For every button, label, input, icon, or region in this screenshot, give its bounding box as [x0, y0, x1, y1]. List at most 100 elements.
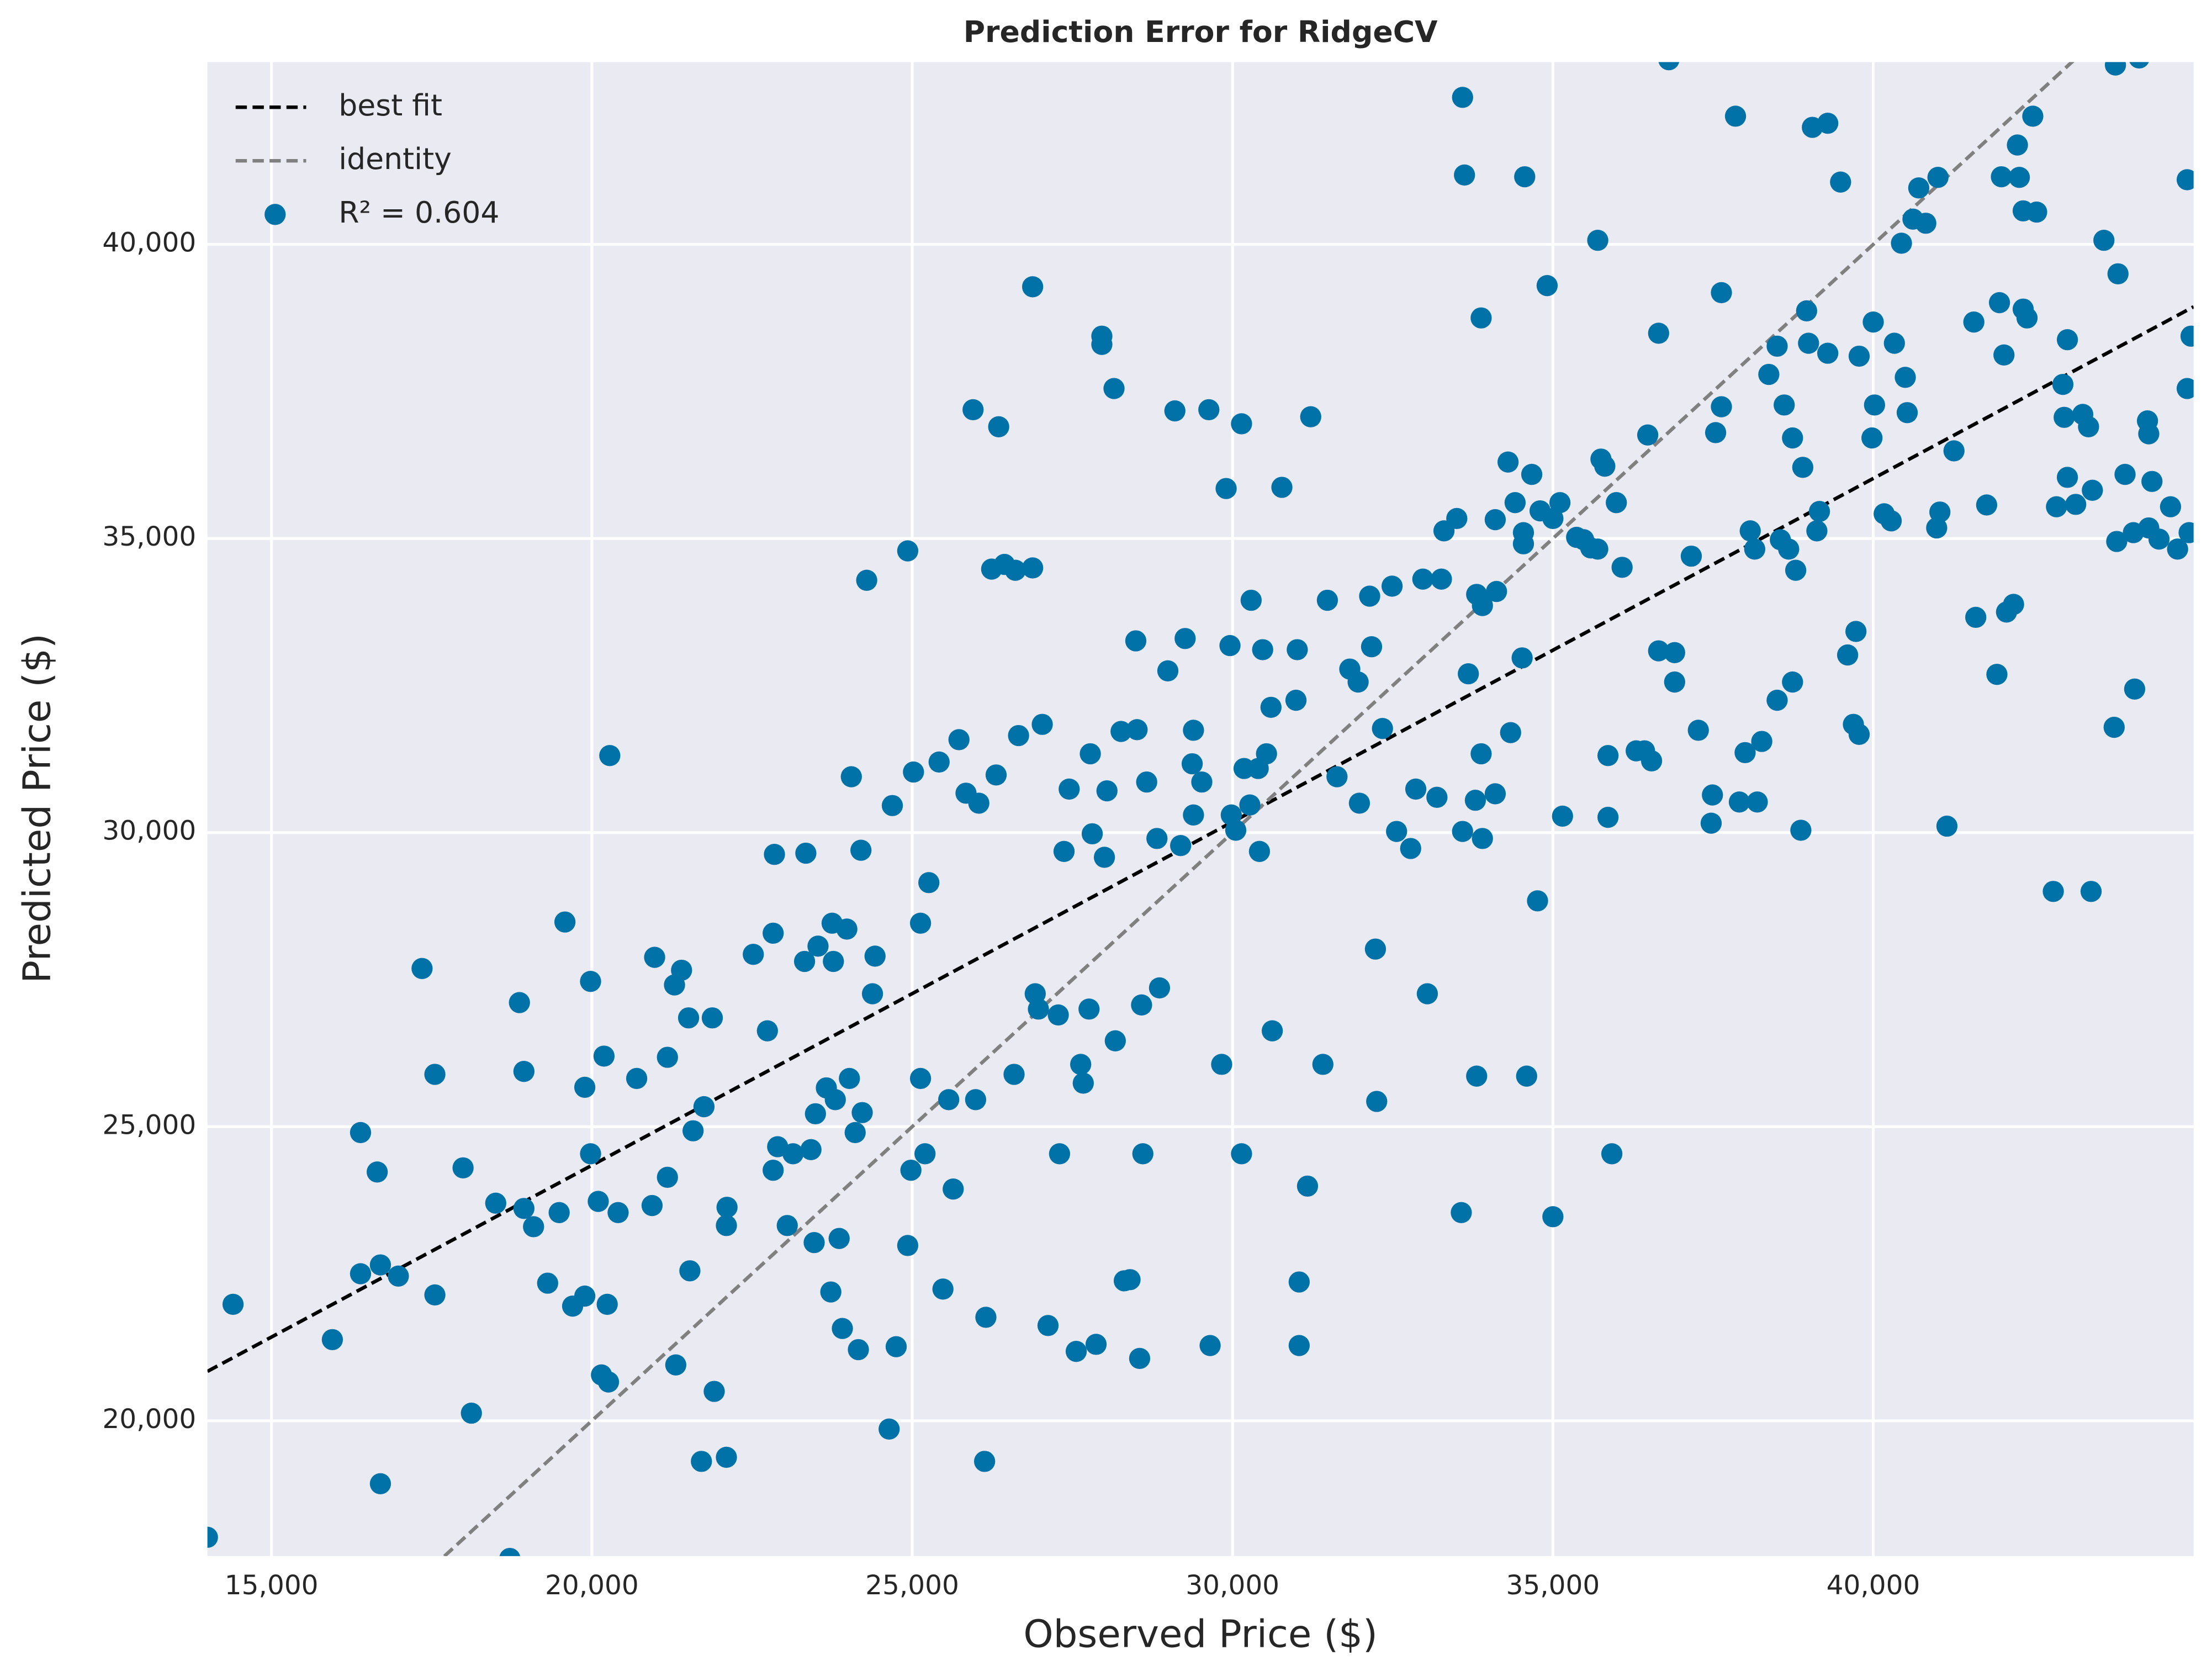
point: [1739, 520, 1761, 542]
point: [580, 971, 601, 992]
point: [1711, 396, 1732, 417]
y-axis-label: Predicted Price ($): [15, 633, 60, 984]
point: [1119, 1269, 1141, 1291]
point: [1252, 639, 1273, 660]
point: [1470, 307, 1492, 329]
point: [763, 1159, 784, 1181]
point: [1700, 812, 1722, 834]
point: [2141, 470, 2163, 493]
point: [2008, 167, 2030, 188]
point: [644, 947, 665, 968]
point: [2078, 416, 2099, 437]
point: [1072, 1072, 1094, 1094]
point: [1782, 671, 1803, 693]
point: [1611, 557, 1633, 578]
point: [1484, 509, 1506, 531]
point: [1943, 440, 1965, 462]
point: [1081, 823, 1103, 845]
point: [776, 1215, 798, 1236]
point: [2107, 263, 2129, 285]
point: [851, 1102, 873, 1123]
point: [1458, 663, 1479, 685]
point: [1785, 559, 1807, 581]
point: [2022, 105, 2044, 127]
point: [2042, 881, 2064, 902]
point: [938, 1089, 960, 1111]
point: [932, 1278, 954, 1300]
point: [1751, 731, 1772, 752]
labels: 15,000 20,000 25,000 30,000 35,000 40,000 20,0…: [102, 228, 1920, 1601]
point: [968, 792, 989, 814]
legend-label: R² = 0.604: [338, 195, 499, 230]
point: [885, 1336, 907, 1357]
point: [1008, 725, 1029, 747]
point: [820, 1281, 842, 1303]
point: [1648, 322, 1669, 344]
x-tick-label: 25,000: [865, 1570, 959, 1601]
point: [1991, 166, 2012, 188]
point: [1129, 1347, 1151, 1370]
point: [1500, 722, 1521, 743]
point: [1085, 1334, 1107, 1355]
point: [1170, 835, 1192, 856]
point: [369, 1473, 391, 1494]
point: [1049, 1143, 1071, 1165]
point: [2178, 522, 2194, 543]
point: [703, 1381, 725, 1402]
legend-label: identity: [338, 141, 452, 176]
point: [1790, 820, 1812, 841]
point: [2065, 494, 2087, 515]
point: [1817, 342, 1839, 364]
point: [1053, 840, 1075, 862]
point: [764, 843, 785, 865]
legend-marker: [264, 204, 286, 225]
point: [897, 1235, 919, 1256]
point: [1110, 721, 1132, 742]
point: [2056, 467, 2078, 488]
point: [1936, 815, 1958, 837]
point: [1028, 998, 1049, 1020]
point: [807, 935, 829, 957]
point: [657, 1046, 678, 1068]
point: [1929, 501, 1951, 523]
point: [548, 1202, 570, 1223]
point: [452, 1157, 474, 1179]
point: [580, 1143, 601, 1165]
point: [1864, 394, 1885, 416]
point: [839, 1067, 860, 1090]
point: [1132, 1143, 1153, 1165]
point: [763, 922, 784, 944]
point: [1862, 311, 1884, 333]
y-tick-label: 30,000: [102, 816, 196, 847]
point: [1104, 1030, 1126, 1051]
point: [1348, 792, 1370, 814]
point: [1079, 743, 1101, 765]
point: [1260, 696, 1282, 718]
legend-label: best fit: [338, 88, 442, 123]
point: [1452, 87, 1473, 108]
point: [574, 1076, 596, 1098]
point: [1405, 778, 1427, 800]
point: [607, 1202, 629, 1223]
point: [1808, 501, 1830, 522]
point: [1511, 647, 1533, 669]
point: [1549, 492, 1571, 514]
point: [1022, 276, 1044, 298]
point: [1915, 213, 1936, 234]
point: [1416, 983, 1438, 1004]
point: [593, 1045, 615, 1067]
point: [1830, 171, 1851, 193]
point: [1078, 998, 1100, 1020]
point: [1514, 166, 1536, 188]
point: [1004, 559, 1026, 581]
point: [1484, 783, 1506, 805]
point: [596, 1293, 618, 1315]
x-tick-label: 20,000: [545, 1570, 639, 1601]
point: [2016, 307, 2038, 329]
point: [848, 1339, 869, 1361]
point: [485, 1192, 506, 1214]
point: [1758, 363, 1780, 385]
point: [1963, 311, 1985, 333]
point: [2176, 378, 2194, 399]
point: [1552, 805, 1573, 827]
